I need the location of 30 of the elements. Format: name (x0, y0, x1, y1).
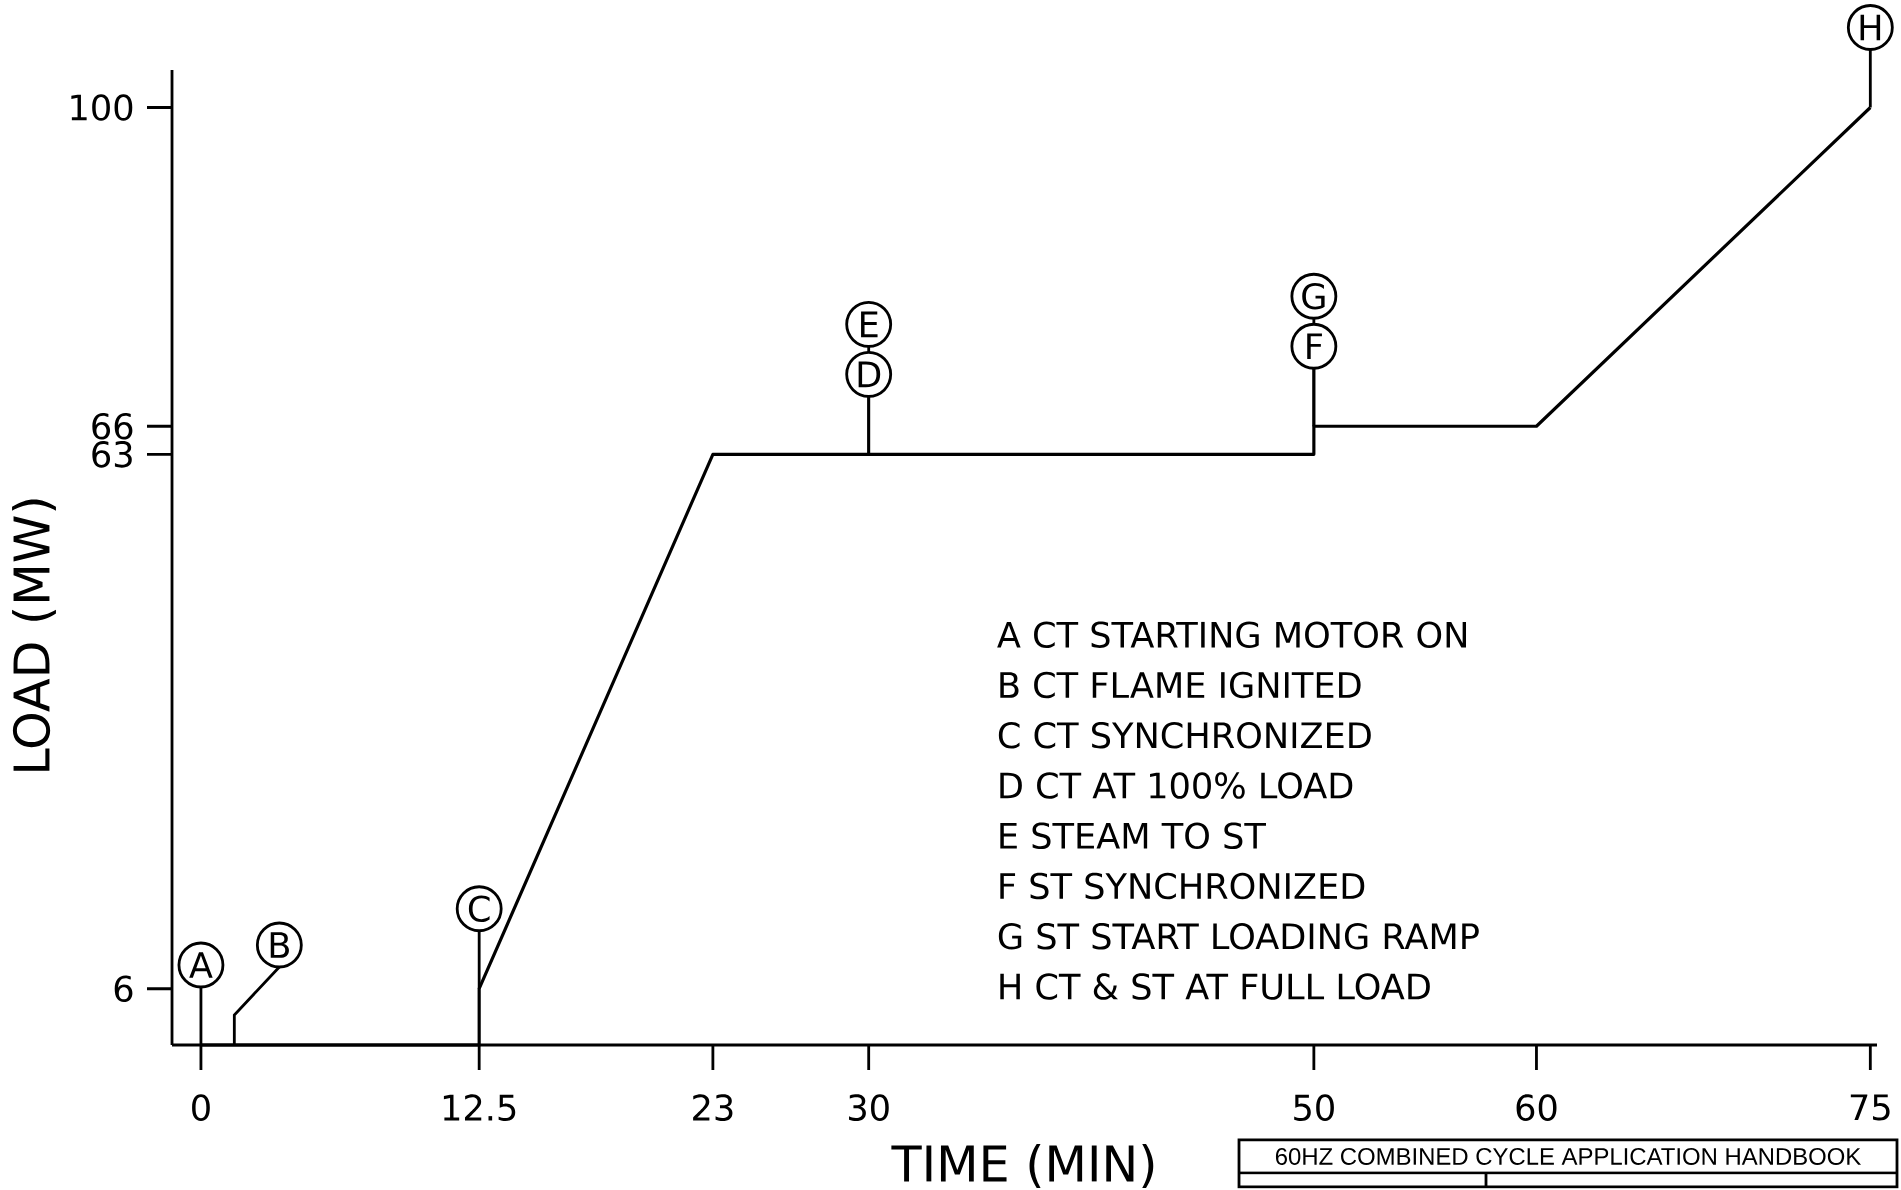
x-tick-label: 75 (1850, 1094, 1890, 1121)
annotation: F ST SYNCHRONIZED (1000, 872, 1365, 900)
annotation: E (861, 311, 878, 338)
x-axis-title: TIME (MIN) (891, 1144, 1154, 1188)
x-tick-label: 30 (849, 1094, 889, 1121)
x-tick-label: 50 (1294, 1094, 1334, 1121)
y-tick-label: 66 (92, 412, 133, 440)
annotation: E STEAM TO ST (1000, 822, 1266, 850)
y-tick-label: 6 (114, 975, 133, 1003)
annotation: G ST START LOADING RAMP (998, 922, 1479, 950)
x-tick-label: 60 (1516, 1094, 1557, 1121)
annotation: B (270, 932, 289, 958)
x-tick-label: 0 (192, 1094, 210, 1121)
annotation: B CT FLAME IGNITED (1000, 671, 1361, 699)
y-tick-label: 63 (92, 441, 132, 468)
annotation: A CT STARTING MOTOR ON (997, 621, 1467, 649)
annotation: A (189, 952, 213, 978)
y-axis-title: LOAD (MW) (12, 499, 56, 771)
text: 60HZ COMBINED CYCLE APPLICATION HANDBOOK (1275, 1148, 1862, 1165)
x-tick-label: 12.5 (443, 1094, 516, 1121)
y-tick-label: 100 (71, 94, 133, 121)
annotation: C (468, 895, 490, 923)
annotation: G (1302, 282, 1325, 310)
annotation: D CT AT 100% LOAD (1000, 772, 1353, 799)
annotation: H (1860, 14, 1881, 41)
annotation: C CT SYNCHRONIZED (998, 721, 1371, 749)
annotation: D (858, 361, 881, 388)
x-tick-label: 23 (693, 1094, 733, 1121)
annotation: F (1307, 333, 1322, 360)
annotation: H CT & ST AT FULL LOAD (1000, 973, 1430, 1000)
